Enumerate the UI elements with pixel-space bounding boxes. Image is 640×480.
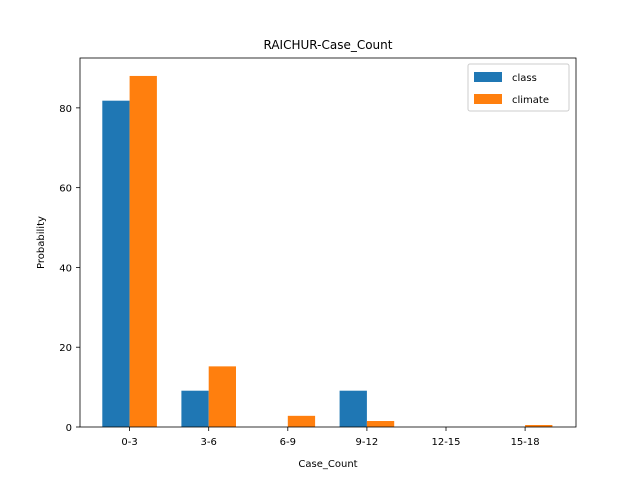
- y-tick-label: 0: [66, 423, 72, 434]
- bar-class-9-12: [339, 390, 367, 427]
- bars-layer: [102, 75, 553, 427]
- bar-climate-6-9: [287, 415, 316, 427]
- y-tick-label: 60: [59, 184, 72, 195]
- y-axis-label: Probability: [36, 216, 47, 269]
- y-tick-label: 20: [59, 343, 72, 354]
- bar-climate-0-3: [129, 75, 157, 427]
- legend-swatch-class: [474, 72, 502, 82]
- bar-class-3-6: [181, 390, 209, 427]
- x-tick-label: 15-18: [511, 437, 540, 448]
- plot-frame: [79, 57, 577, 428]
- x-tick-label: 9-12: [356, 437, 379, 448]
- x-axis-label: Case_Count: [298, 459, 357, 470]
- y-tick-label: 80: [59, 104, 72, 115]
- chart-title: RAICHUR-Case_Count: [264, 38, 393, 52]
- bar-climate-9-12: [366, 421, 395, 427]
- x-tick-label: 0-3: [121, 437, 137, 448]
- x-tick-label: 3-6: [201, 437, 217, 448]
- x-axis-ticks: 0-3 3-6 6-9 9-12 12-15 15-18: [121, 427, 540, 448]
- bar-class-0-3: [102, 100, 130, 427]
- legend: class climate: [467, 63, 570, 112]
- legend-label-climate: climate: [512, 95, 549, 106]
- x-tick-label: 6-9: [280, 437, 296, 448]
- y-tick-label: 40: [59, 263, 72, 274]
- legend-swatch-climate: [474, 94, 502, 104]
- bar-climate-15-18: [525, 425, 553, 427]
- y-axis-ticks: 0 20 40 60 80: [59, 104, 80, 434]
- bar-climate-3-6: [208, 366, 236, 427]
- legend-label-class: class: [512, 73, 537, 84]
- x-tick-label: 12-15: [431, 437, 460, 448]
